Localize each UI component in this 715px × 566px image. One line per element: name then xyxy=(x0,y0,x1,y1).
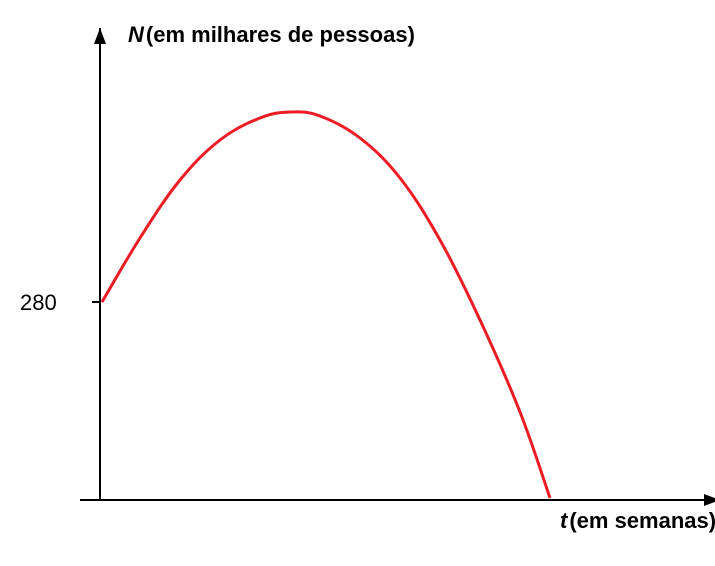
x-axis-label-text: (em semanas) xyxy=(569,508,715,533)
x-axis-arrow xyxy=(704,494,715,506)
data-curve xyxy=(102,112,550,498)
x-axis-label: t(em semanas) xyxy=(560,508,715,533)
x-axis-variable: t xyxy=(560,508,569,533)
y-tick-label: 280 xyxy=(20,290,57,315)
y-axis-label: N(em milhares de pessoas) xyxy=(128,22,415,47)
chart-svg: 280 N(em milhares de pessoas) t(em semanas… xyxy=(20,20,715,546)
y-axis-variable: N xyxy=(128,22,145,47)
chart-container: 280 N(em milhares de pessoas) t(em semanas… xyxy=(20,20,715,546)
y-axis-arrow xyxy=(94,28,106,44)
y-axis-label-text: (em milhares de pessoas) xyxy=(146,22,415,47)
